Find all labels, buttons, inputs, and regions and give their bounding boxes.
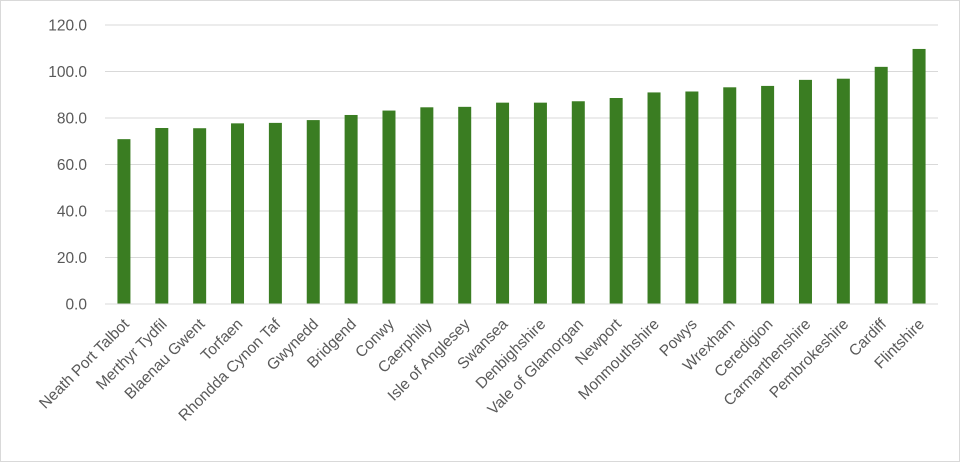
bar (344, 114, 358, 304)
y-axis-ticks: 0.0 20.0 40.0 60.0 80.0 100.0 120.0 (48, 18, 87, 314)
bar (268, 122, 282, 304)
bar (723, 87, 737, 304)
bar (420, 107, 434, 305)
bar (193, 128, 207, 304)
bar (458, 106, 472, 304)
y-tick-label: 80.0 (57, 111, 88, 128)
bar (306, 120, 320, 304)
y-tick-label: 100.0 (48, 64, 87, 81)
bar (647, 92, 661, 304)
bar (496, 102, 510, 304)
bar (761, 85, 775, 304)
bar (117, 139, 131, 304)
bar (874, 66, 888, 304)
bar (571, 101, 585, 304)
y-tick-label: 40.0 (57, 204, 88, 221)
bar (798, 79, 812, 305)
bar (685, 91, 699, 305)
y-tick-label: 120.0 (48, 18, 87, 35)
bar (382, 110, 396, 304)
bar (912, 48, 926, 305)
bar (155, 127, 169, 304)
bar (609, 98, 623, 304)
bar (533, 102, 547, 304)
y-tick-label: 60.0 (57, 157, 88, 174)
y-tick-label: 20.0 (57, 250, 88, 267)
y-tick-label: 0.0 (65, 297, 87, 314)
bar (231, 123, 245, 304)
bars (117, 48, 926, 305)
bar (836, 78, 850, 305)
gridlines (105, 24, 938, 258)
